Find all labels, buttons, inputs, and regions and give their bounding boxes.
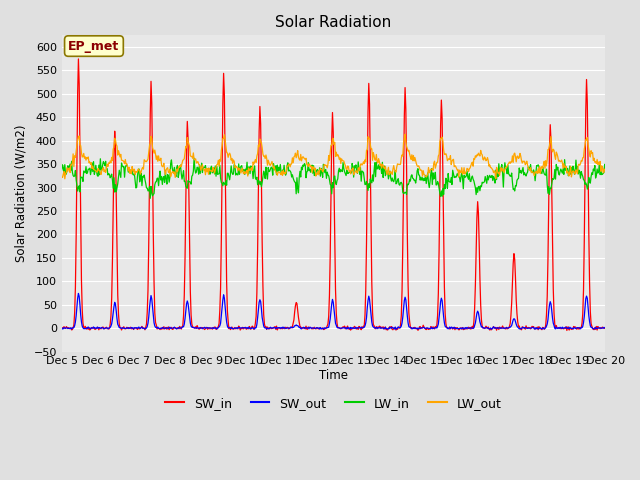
LW_out — [602, 170, 609, 176]
SW_out — [180, 321, 188, 327]
LW_in — [401, 189, 409, 195]
SW_out — [68, 325, 76, 331]
LW_out — [180, 157, 188, 163]
LW_in — [417, 174, 425, 180]
LW_out — [209, 168, 216, 174]
Y-axis label: Solar Radiation (W/m2): Solar Radiation (W/m2) — [15, 125, 28, 262]
LW_out — [68, 160, 76, 166]
SW_in — [401, 113, 408, 119]
LW_in — [602, 165, 609, 171]
Line: LW_in: LW_in — [62, 158, 605, 198]
LW_out — [401, 132, 409, 137]
Line: SW_in: SW_in — [62, 59, 605, 330]
SW_in — [58, 325, 66, 331]
SW_out — [75, 290, 83, 296]
SW_out — [401, 294, 409, 300]
SW_in — [125, 326, 132, 332]
SW_in — [417, 324, 424, 329]
SW_out — [209, 324, 217, 330]
SW_out — [58, 325, 66, 331]
Legend: SW_in, SW_out, LW_in, LW_out: SW_in, SW_out, LW_in, LW_out — [160, 392, 507, 415]
X-axis label: Time: Time — [319, 369, 348, 382]
LW_out — [61, 176, 68, 182]
LW_in — [58, 167, 66, 173]
SW_in — [180, 313, 188, 319]
LW_out — [58, 175, 66, 180]
SW_in — [209, 326, 216, 332]
Line: LW_out: LW_out — [62, 134, 605, 179]
LW_in — [209, 169, 217, 175]
LW_out — [401, 136, 408, 142]
LW_in — [190, 156, 198, 161]
LW_out — [417, 167, 425, 173]
SW_out — [68, 326, 76, 332]
LW_in — [124, 164, 131, 170]
Text: EP_met: EP_met — [68, 39, 120, 53]
SW_out — [602, 325, 609, 331]
Title: Solar Radiation: Solar Radiation — [275, 15, 392, 30]
SW_out — [417, 325, 425, 331]
LW_in — [68, 158, 76, 164]
SW_out — [125, 325, 133, 331]
LW_out — [125, 168, 132, 174]
Line: SW_out: SW_out — [62, 293, 605, 329]
SW_in — [68, 327, 76, 333]
LW_in — [180, 168, 188, 174]
LW_in — [147, 195, 154, 201]
SW_in — [602, 325, 609, 331]
SW_in — [563, 327, 571, 333]
SW_in — [75, 56, 83, 62]
